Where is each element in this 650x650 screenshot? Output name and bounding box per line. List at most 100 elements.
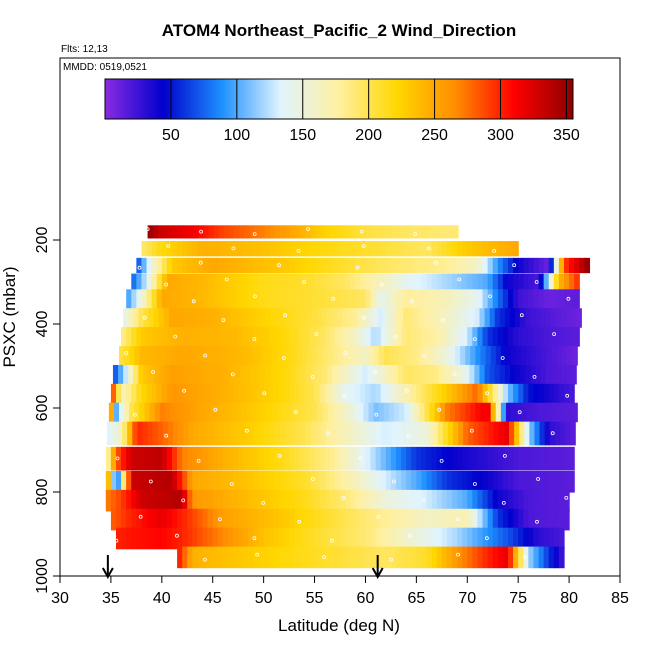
- heatmap-cell: [299, 257, 305, 274]
- heatmap-cell: [350, 383, 356, 404]
- heatmap-cell: [317, 402, 324, 423]
- heatmap-cell: [477, 273, 484, 291]
- observation-point: [341, 495, 346, 500]
- observation-point: [277, 263, 282, 268]
- heatmap-cell: [197, 508, 204, 531]
- heatmap-cell: [426, 241, 433, 257]
- heatmap-cell: [136, 471, 143, 493]
- heatmap-cell: [381, 225, 388, 239]
- heatmap-cell: [235, 364, 241, 385]
- observation-point: [452, 372, 457, 377]
- observation-point: [198, 260, 203, 265]
- heatmap-cell: [553, 257, 560, 274]
- heatmap-cell: [418, 364, 425, 385]
- heatmap-cell: [531, 346, 538, 366]
- heatmap-cell: [228, 257, 234, 274]
- heatmap-cell: [207, 527, 214, 550]
- heatmap-cell: [406, 289, 412, 309]
- x-tick-label: 70: [458, 590, 476, 607]
- heatmap-cell: [301, 308, 307, 328]
- heatmap-cell: [336, 364, 343, 385]
- heatmap-cell: [401, 273, 407, 291]
- heatmap-cell: [299, 527, 305, 550]
- heatmap-cell: [131, 327, 137, 347]
- heatmap-cell: [365, 327, 372, 347]
- heatmap-cell: [540, 308, 547, 328]
- heatmap-cell: [502, 527, 509, 550]
- heatmap-cell: [375, 289, 382, 309]
- heatmap-cell: [492, 289, 499, 309]
- heatmap-cell: [203, 225, 210, 239]
- heatmap-cell: [129, 402, 135, 423]
- heatmap-cell: [548, 489, 555, 512]
- observation-point: [440, 318, 445, 323]
- heatmap-cell: [474, 308, 481, 328]
- heatmap-cell: [273, 383, 280, 404]
- heatmap-cell: [258, 273, 265, 291]
- heatmap-cell: [375, 471, 382, 493]
- heatmap-cell: [172, 471, 178, 493]
- heatmap-cell: [431, 489, 438, 512]
- flights-subtitle: Flts: 12,13: [61, 44, 108, 55]
- heatmap-cell: [426, 257, 433, 274]
- heatmap-cell: [300, 421, 306, 446]
- x-tick-label: 85: [611, 590, 629, 607]
- heatmap-cell: [142, 421, 149, 446]
- heatmap-cell: [375, 383, 382, 404]
- heatmap-cell: [533, 289, 540, 309]
- heatmap-cell: [538, 383, 545, 404]
- heatmap-cell: [214, 364, 221, 385]
- heatmap-cell: [319, 241, 326, 257]
- heatmap-cell: [407, 225, 413, 239]
- heatmap-cell: [477, 546, 484, 569]
- heatmap-cell: [144, 346, 151, 366]
- heatmap-cell: [278, 241, 285, 257]
- heatmap-cell: [528, 289, 535, 309]
- heatmap-cell: [146, 241, 153, 257]
- heatmap-cell: [467, 508, 473, 531]
- heatmap-cell: [291, 364, 297, 385]
- heatmap-cell: [332, 346, 339, 366]
- heatmap-cell: [401, 546, 407, 569]
- heatmap-cell: [197, 527, 204, 550]
- heatmap-cell: [126, 383, 132, 404]
- heatmap-cell: [492, 527, 499, 550]
- x-tick-label: 30: [51, 590, 69, 607]
- heatmap-cell: [207, 289, 214, 309]
- heatmap-cell: [205, 346, 212, 366]
- heatmap-cell: [236, 402, 242, 423]
- heatmap-cell: [243, 241, 249, 257]
- heatmap-cell: [329, 546, 336, 569]
- heatmap-cell: [122, 421, 128, 446]
- heatmap-cell: [571, 364, 577, 385]
- heatmap-cell: [436, 527, 443, 550]
- heatmap-cell: [385, 257, 392, 274]
- heatmap-cell: [360, 289, 367, 309]
- heatmap-cell: [462, 489, 468, 512]
- heatmap-cell: [243, 471, 249, 493]
- heatmap-cell: [416, 489, 423, 512]
- heatmap-cell: [256, 346, 263, 366]
- heatmap-cell: [151, 489, 158, 512]
- heatmap-cell: [294, 471, 300, 493]
- heatmap-cell: [296, 308, 302, 328]
- heatmap-cell: [370, 289, 377, 309]
- heatmap-cell: [289, 471, 295, 493]
- heatmap-cell: [248, 273, 255, 291]
- heatmap-cell: [372, 308, 379, 328]
- heatmap-cell: [543, 508, 550, 531]
- heatmap-cell: [299, 508, 305, 531]
- heatmap-cell: [455, 346, 461, 366]
- heatmap-cell: [518, 289, 524, 309]
- heatmap-cell: [156, 257, 163, 274]
- heatmap-cell: [128, 364, 134, 385]
- heatmap-cell: [429, 402, 436, 423]
- heatmap-cell: [518, 527, 524, 550]
- heatmap-cell: [146, 489, 153, 512]
- heatmap-cell: [406, 546, 412, 569]
- heatmap-cell: [238, 471, 244, 493]
- heatmap-cell: [116, 527, 122, 550]
- y-tick-label: 600: [34, 395, 51, 422]
- heatmap-cell: [472, 446, 479, 471]
- heatmap-cell: [284, 257, 290, 274]
